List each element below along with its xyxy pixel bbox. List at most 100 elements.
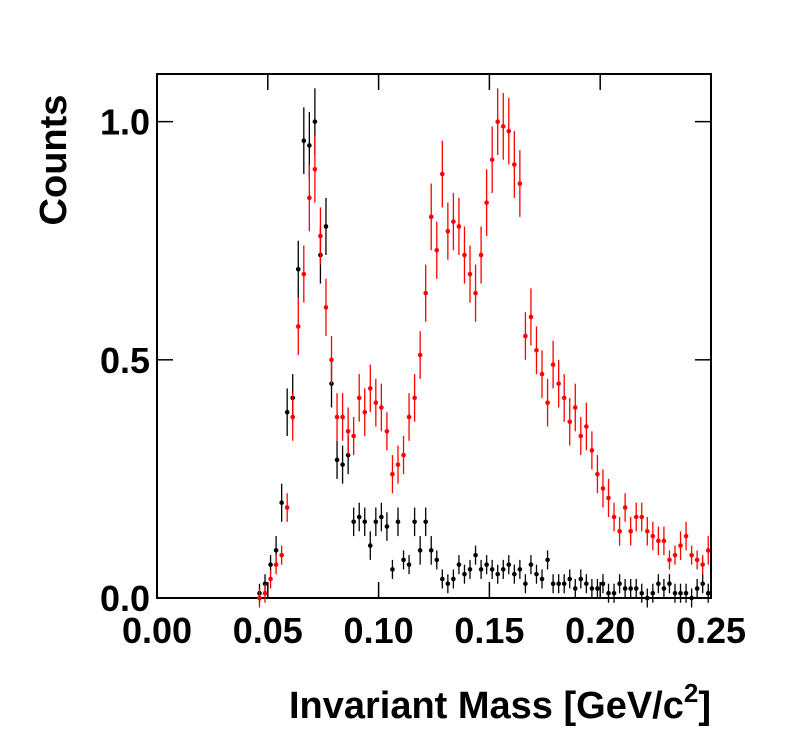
data-point [534, 571, 539, 577]
data-point [423, 290, 428, 296]
data-point [644, 529, 650, 534]
data-point [379, 514, 384, 520]
data-point [412, 519, 417, 525]
data-point [689, 552, 694, 558]
data-point [617, 581, 622, 587]
data-point [390, 567, 395, 572]
data-point [279, 552, 284, 558]
data-point [284, 505, 290, 510]
data-point [550, 581, 556, 587]
data-point [567, 576, 573, 582]
data-point [584, 581, 589, 587]
data-point [622, 505, 628, 510]
data-point [650, 590, 656, 596]
x-tick-label: 0.20 [565, 610, 635, 651]
data-point [595, 586, 600, 591]
data-point [362, 519, 368, 525]
data-point [672, 552, 678, 558]
data-point [578, 576, 584, 582]
data-point [545, 400, 550, 405]
data-point [667, 581, 672, 587]
data-point [451, 219, 456, 224]
data-point [633, 586, 639, 591]
data-point [550, 362, 556, 367]
data-point [506, 128, 512, 134]
data-point [351, 519, 356, 525]
data-point [506, 562, 512, 567]
data-point [295, 324, 301, 329]
data-point [622, 586, 628, 591]
data-point [473, 290, 478, 296]
data-point [523, 333, 528, 339]
data-point [644, 595, 650, 601]
data-point [367, 386, 373, 391]
data-point [512, 571, 517, 577]
data-point [401, 452, 406, 458]
data-point [528, 314, 534, 320]
x-axis-title-text: Invariant Mass [GeV/c [289, 685, 684, 727]
data-point [406, 414, 412, 420]
data-point [661, 586, 667, 591]
data-point [345, 428, 351, 434]
data-point [379, 405, 384, 410]
data-point [367, 543, 373, 548]
data-point [340, 414, 345, 420]
data-point [456, 224, 462, 229]
data-point [384, 428, 390, 434]
data-point [572, 405, 578, 410]
data-point [700, 581, 705, 587]
data-point [440, 576, 445, 582]
data-point [667, 557, 672, 563]
data-point [279, 500, 284, 506]
data-point [301, 138, 307, 143]
data-point [617, 529, 622, 534]
data-point [683, 533, 689, 539]
data-point [567, 419, 573, 425]
data-point [489, 157, 495, 163]
data-point [639, 590, 645, 596]
data-point [606, 495, 611, 501]
data-point [561, 581, 567, 587]
data-point [395, 519, 401, 525]
data-point [628, 529, 633, 534]
y-tick-label: 0.5 [100, 340, 150, 381]
data-point [683, 590, 689, 596]
data-point [462, 571, 467, 577]
data-point [307, 195, 312, 201]
data-point [500, 124, 506, 129]
data-point [656, 581, 661, 587]
data-point [467, 271, 473, 277]
data-point [517, 181, 523, 186]
data-point [273, 548, 279, 553]
data-point [600, 486, 606, 491]
data-point [611, 514, 617, 520]
y-axis-title: Counts [33, 95, 75, 226]
data-point [257, 595, 262, 601]
data-point [478, 567, 484, 572]
data-point [484, 200, 489, 205]
data-point [656, 538, 661, 544]
data-point [423, 519, 428, 525]
data-point [705, 590, 711, 596]
data-point [434, 557, 440, 563]
data-point [262, 590, 268, 596]
data-point [290, 414, 296, 420]
data-point [595, 471, 600, 477]
data-point [384, 524, 390, 529]
data-point [517, 567, 523, 572]
data-point [395, 462, 401, 467]
data-point [440, 171, 445, 177]
data-point [312, 166, 318, 172]
data-point [417, 352, 423, 358]
data-point [606, 590, 611, 596]
x-axis-title-end: ] [698, 685, 711, 727]
data-point [434, 247, 440, 253]
data-point [495, 571, 501, 577]
data-point [672, 590, 678, 596]
data-point [307, 143, 312, 148]
data-point [390, 471, 395, 477]
x-tick-label: 0.10 [344, 610, 414, 651]
data-point [539, 576, 545, 582]
data-point [351, 433, 356, 439]
data-point [589, 448, 595, 453]
